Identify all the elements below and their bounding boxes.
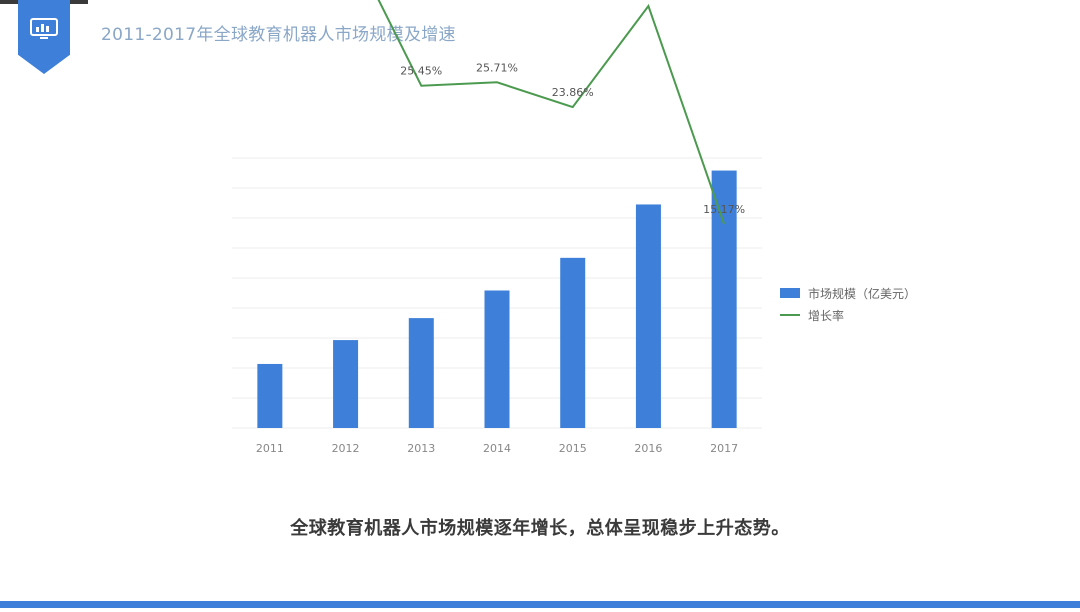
slide-title: 2011-2017年全球教育机器人市场规模及增速	[101, 25, 456, 45]
legend-swatch-line	[780, 314, 800, 316]
bottom-accent-bar	[0, 601, 1080, 608]
x-tick-label: 2013	[407, 442, 435, 455]
bar-2016	[635, 204, 661, 428]
x-tick-label: 2014	[483, 442, 511, 455]
growth-rate-label: 15.17%	[703, 203, 745, 216]
growth-rate-line	[377, 0, 726, 225]
bar-2015	[560, 257, 586, 428]
bar-2011	[257, 363, 283, 428]
legend-item-growth-rate: 增长率	[780, 304, 916, 326]
bar-2014	[484, 290, 510, 428]
growth-rate-label: 25.45%	[400, 65, 442, 78]
x-tick-label: 2012	[332, 442, 360, 455]
legend-label-market-size: 市场规模（亿美元）	[808, 286, 917, 301]
legend-swatch-bar	[780, 288, 800, 298]
legend-item-market-size: 市场规模（亿美元）	[780, 282, 916, 304]
bar-2013	[408, 318, 434, 428]
legend-label-growth-rate: 增长率	[808, 308, 845, 323]
growth-rate-label: 23.86%	[552, 86, 594, 99]
bar-2017	[711, 170, 737, 428]
x-tick-label: 2016	[634, 442, 662, 455]
x-tick-label: 2011	[256, 442, 284, 455]
bar-2012	[333, 340, 359, 428]
slide-caption: 全球教育机器人市场规模逐年增长，总体呈现稳步上升态势。	[290, 518, 790, 539]
x-tick-label: 2015	[559, 442, 587, 455]
x-tick-label: 2017	[710, 442, 738, 455]
chart-monitor-icon	[30, 18, 58, 39]
chart-legend: 市场规模（亿美元） 增长率	[780, 282, 916, 326]
growth-rate-label: 25.71%	[476, 61, 518, 74]
